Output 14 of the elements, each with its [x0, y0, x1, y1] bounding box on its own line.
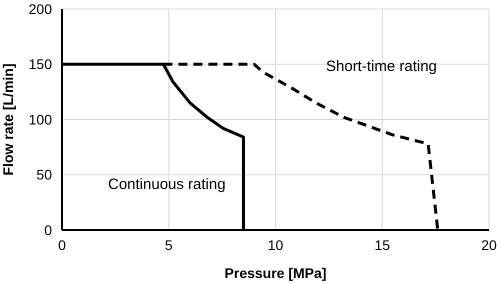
y-tick-label: 50 — [36, 166, 52, 183]
series-label: Short-time rating — [326, 58, 437, 75]
x-tick-label: 0 — [58, 236, 66, 253]
x-axis-title: Pressure [MPa] — [224, 265, 326, 281]
x-tick-label: 20 — [481, 236, 497, 253]
x-tick-label: 15 — [374, 236, 390, 253]
y-tick-label: 150 — [28, 56, 52, 72]
x-tick-label: 5 — [164, 236, 173, 253]
x-tick-label: 10 — [268, 236, 284, 253]
y-tick-label: 0 — [44, 222, 52, 238]
y-axis-title: Flow rate [L/min] — [0, 64, 16, 176]
series-label: Continuous rating — [108, 176, 226, 193]
y-tick-label: 100 — [28, 111, 52, 128]
y-tick-label: 200 — [28, 0, 52, 17]
